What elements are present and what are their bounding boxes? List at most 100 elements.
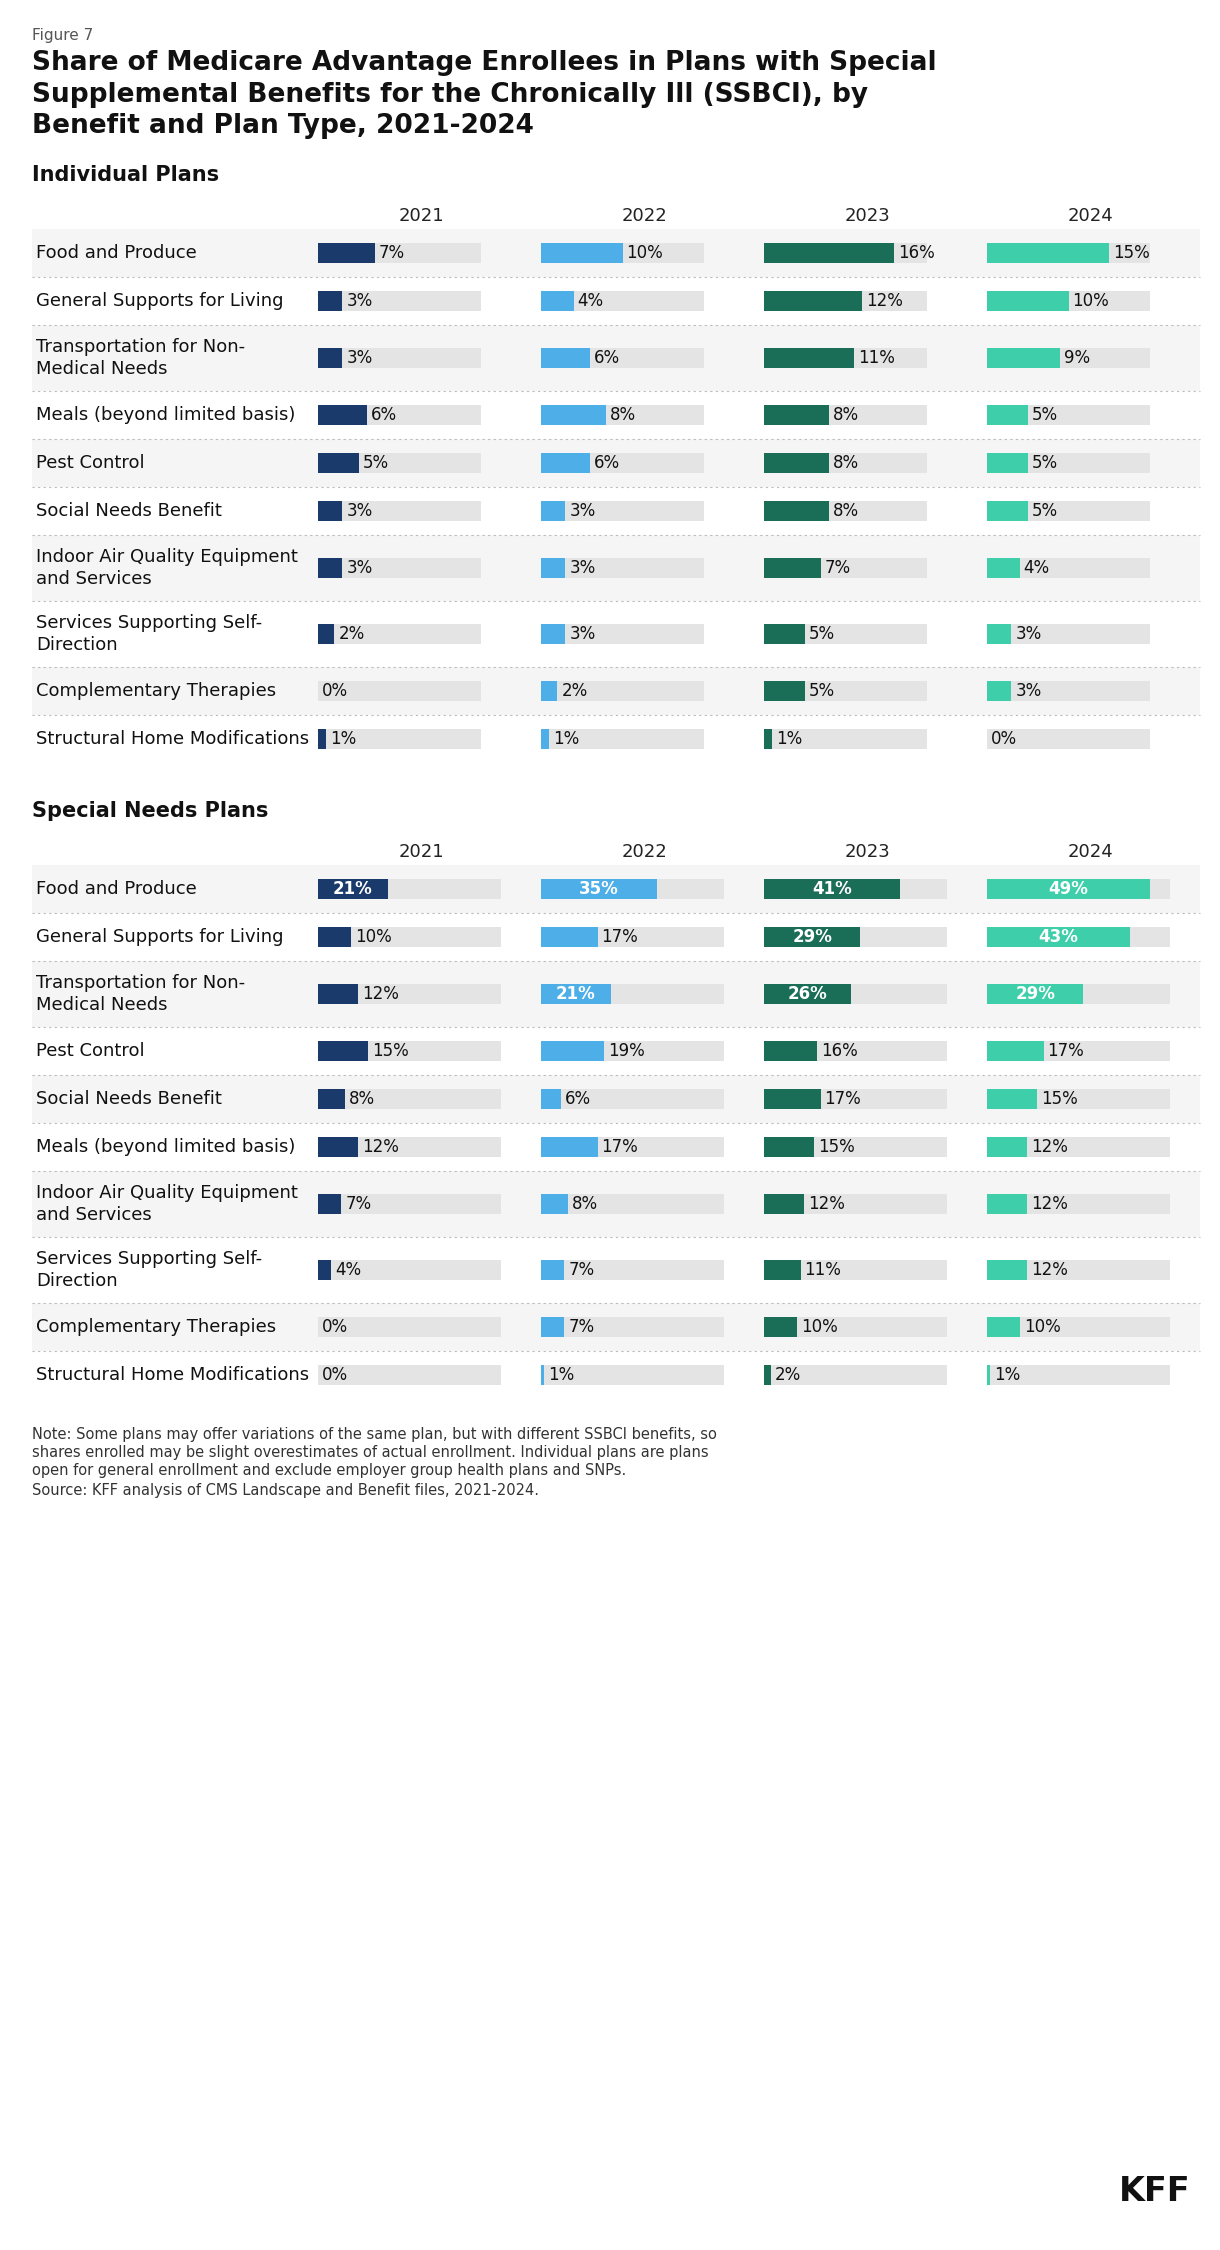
- Text: 5%: 5%: [1032, 405, 1058, 423]
- Bar: [540, 880, 658, 900]
- Bar: [987, 349, 1060, 369]
- Bar: [318, 452, 481, 472]
- Text: 0%: 0%: [322, 1318, 348, 1336]
- Bar: [987, 405, 1150, 425]
- Bar: [987, 452, 1027, 472]
- Bar: [540, 1366, 544, 1386]
- Text: 17%: 17%: [825, 1089, 861, 1107]
- Text: Pest Control: Pest Control: [37, 1042, 145, 1060]
- Bar: [764, 983, 850, 1004]
- Text: 17%: 17%: [1048, 1042, 1085, 1060]
- Bar: [318, 623, 334, 643]
- Text: 6%: 6%: [594, 455, 620, 472]
- Bar: [318, 1042, 368, 1062]
- Text: 0%: 0%: [322, 1366, 348, 1384]
- Text: 7%: 7%: [379, 243, 405, 261]
- Bar: [987, 729, 1150, 749]
- Text: 8%: 8%: [610, 405, 637, 423]
- Text: Food and Produce: Food and Produce: [37, 243, 196, 261]
- Bar: [987, 502, 1150, 522]
- Bar: [32, 277, 1200, 324]
- Bar: [540, 729, 704, 749]
- Text: 4%: 4%: [1024, 558, 1049, 576]
- Bar: [318, 1195, 342, 1215]
- Bar: [540, 682, 558, 702]
- Text: 10%: 10%: [1025, 1318, 1061, 1336]
- Bar: [318, 1260, 332, 1280]
- Text: 3%: 3%: [1015, 682, 1042, 700]
- Bar: [318, 405, 367, 425]
- Bar: [540, 983, 723, 1004]
- Bar: [32, 1238, 1200, 1303]
- Bar: [764, 1316, 947, 1336]
- Bar: [318, 682, 481, 702]
- Text: 5%: 5%: [1032, 455, 1058, 472]
- Bar: [764, 1089, 821, 1109]
- Bar: [318, 623, 481, 643]
- Bar: [764, 1089, 947, 1109]
- Text: 16%: 16%: [821, 1042, 858, 1060]
- Text: Social Needs Benefit: Social Needs Benefit: [37, 502, 222, 520]
- Bar: [540, 1316, 565, 1336]
- Text: 12%: 12%: [1031, 1138, 1068, 1156]
- Bar: [318, 502, 481, 522]
- Bar: [540, 1042, 604, 1062]
- Bar: [318, 927, 501, 947]
- Bar: [987, 1195, 1027, 1215]
- Bar: [987, 243, 1109, 263]
- Bar: [987, 1042, 1043, 1062]
- Bar: [318, 1136, 501, 1156]
- Text: 15%: 15%: [372, 1042, 409, 1060]
- Text: 8%: 8%: [833, 405, 859, 423]
- Bar: [32, 914, 1200, 961]
- Text: 2024: 2024: [1068, 207, 1114, 225]
- Bar: [318, 927, 351, 947]
- Text: 7%: 7%: [569, 1260, 594, 1278]
- Text: 11%: 11%: [858, 349, 894, 367]
- Text: Special Needs Plans: Special Needs Plans: [32, 801, 268, 821]
- Text: 12%: 12%: [1031, 1195, 1068, 1213]
- Text: 21%: 21%: [556, 986, 595, 1004]
- Text: Food and Produce: Food and Produce: [37, 880, 196, 898]
- Bar: [318, 880, 501, 900]
- Text: Structural Home Modifications: Structural Home Modifications: [37, 729, 309, 747]
- Text: 9%: 9%: [1064, 349, 1091, 367]
- Text: 3%: 3%: [346, 558, 372, 576]
- Bar: [764, 1136, 814, 1156]
- Bar: [764, 243, 927, 263]
- Text: Indoor Air Quality Equipment
and Services: Indoor Air Quality Equipment and Service…: [37, 1184, 298, 1224]
- Bar: [764, 1136, 947, 1156]
- Bar: [540, 558, 704, 578]
- Bar: [987, 349, 1150, 369]
- Bar: [540, 243, 704, 263]
- Text: 2024: 2024: [1068, 844, 1114, 862]
- Text: shares enrolled may be slight overestimates of actual enrollment. Individual pla: shares enrolled may be slight overestima…: [32, 1444, 709, 1460]
- Bar: [540, 349, 590, 369]
- Text: 15%: 15%: [1041, 1089, 1077, 1107]
- Text: 0%: 0%: [991, 729, 1017, 747]
- Bar: [764, 558, 927, 578]
- Text: 35%: 35%: [580, 880, 619, 898]
- Bar: [764, 983, 947, 1004]
- Text: 7%: 7%: [345, 1195, 371, 1213]
- Text: Transportation for Non-
Medical Needs: Transportation for Non- Medical Needs: [37, 338, 245, 378]
- Bar: [318, 349, 343, 369]
- Bar: [32, 439, 1200, 486]
- Text: 2023: 2023: [844, 844, 891, 862]
- Bar: [318, 1089, 501, 1109]
- Text: 10%: 10%: [627, 243, 664, 261]
- Bar: [764, 452, 830, 472]
- Bar: [540, 290, 704, 310]
- Bar: [764, 729, 927, 749]
- Text: Share of Medicare Advantage Enrollees in Plans with Special
Supplemental Benefit: Share of Medicare Advantage Enrollees in…: [32, 50, 937, 140]
- Bar: [318, 1260, 501, 1280]
- Text: 2023: 2023: [844, 207, 891, 225]
- Bar: [987, 558, 1150, 578]
- Bar: [32, 961, 1200, 1026]
- Bar: [987, 1042, 1170, 1062]
- Text: 5%: 5%: [809, 682, 834, 700]
- Bar: [764, 1260, 947, 1280]
- Text: 3%: 3%: [570, 626, 595, 643]
- Bar: [764, 1195, 804, 1215]
- Bar: [540, 405, 606, 425]
